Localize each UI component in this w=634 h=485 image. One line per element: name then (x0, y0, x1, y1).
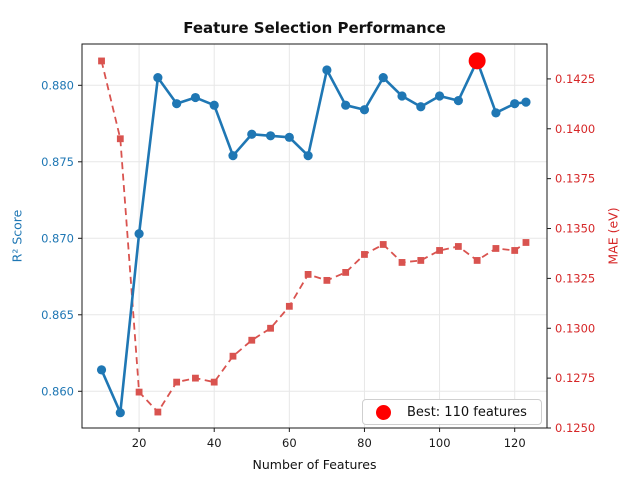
left-tick-label: 0.880 (41, 78, 74, 92)
mae-point (511, 247, 519, 254)
chart-title: Feature Selection Performance (183, 19, 446, 37)
r2-point (134, 229, 144, 239)
tick-labels: 20 40 60 80 100 120 0.860 0.865 0.870 0.875 0.880 0… (41, 72, 595, 450)
r2-point (521, 97, 531, 107)
right-tick-label: 0.1400 (555, 122, 595, 136)
x-axis-label: Number of Features (252, 457, 377, 472)
mae-point (135, 388, 143, 396)
left-tick-label: 0.860 (41, 384, 74, 398)
r2-point (434, 91, 445, 101)
mae-point (267, 324, 274, 332)
x-tick-label: 40 (207, 436, 222, 450)
right-tick-label: 0.1375 (555, 172, 595, 186)
mae-point (173, 378, 181, 386)
r2-point (491, 108, 501, 118)
r2-point (378, 73, 388, 83)
r2-point (247, 129, 257, 139)
mae-point (154, 408, 162, 416)
x-tick-label: 80 (357, 436, 372, 450)
r2-point (322, 65, 332, 75)
right-axis-label: MAE (eV) (605, 207, 621, 265)
r2-point (228, 151, 238, 161)
x-tick-label: 120 (504, 436, 526, 450)
left-tick-label: 0.875 (41, 155, 74, 169)
r2-point (190, 92, 201, 103)
mae-point (379, 241, 387, 248)
r2-point (115, 408, 125, 418)
r2-point (303, 151, 313, 161)
x-tick-label: 20 (132, 436, 147, 450)
r2-point (416, 102, 426, 112)
mae-point (285, 302, 293, 310)
right-tick-label: 0.1425 (555, 72, 595, 86)
mae-point (361, 251, 368, 258)
right-tick-label: 0.1300 (555, 321, 595, 335)
r2-series (96, 56, 531, 418)
right-tick-label: 0.1275 (555, 371, 595, 385)
r2-point (265, 131, 276, 141)
r2-point (510, 99, 520, 109)
best-point-legend-marker (376, 404, 391, 420)
mae-series (98, 57, 530, 416)
x-tick-label: 60 (282, 436, 297, 450)
mae-point (304, 271, 312, 278)
mae-point (342, 269, 350, 276)
left-tick-label: 0.870 (41, 231, 74, 245)
mae-point (454, 243, 462, 250)
left-axis-label: R² Score (9, 209, 25, 263)
mae-point (417, 257, 425, 264)
mae-point (522, 239, 530, 246)
mae-point (229, 352, 237, 360)
gridlines (82, 44, 547, 428)
right-tick-label: 0.1325 (555, 271, 595, 285)
mae-point (436, 247, 443, 254)
right-tick-label: 0.1350 (555, 222, 595, 236)
plot-border (81, 43, 548, 429)
r2-point (359, 105, 370, 115)
mae-point (323, 276, 331, 284)
left-tick-label: 0.865 (41, 308, 74, 322)
r2-point (397, 91, 407, 101)
mae-point (473, 257, 481, 264)
mae-point (98, 57, 105, 65)
r2-point (284, 132, 294, 142)
right-tick-label: 0.1250 (555, 421, 595, 435)
r2-point (453, 96, 463, 106)
mae-point (398, 259, 406, 266)
legend: Best: 110 features (362, 399, 542, 425)
mae-point (192, 374, 199, 382)
x-tick-label: 100 (429, 436, 451, 450)
r2-point (153, 73, 163, 83)
mae-point (210, 378, 218, 386)
mae-point (248, 336, 256, 344)
r2-point (96, 365, 107, 375)
axis-ticks (78, 78, 551, 432)
mae-point (492, 245, 500, 252)
legend-label: Best: 110 features (407, 404, 527, 420)
r2-point (172, 99, 182, 109)
r2-point (341, 100, 351, 110)
mae-point (116, 135, 124, 143)
best-point-marker (468, 52, 486, 70)
r2-point (209, 100, 219, 110)
